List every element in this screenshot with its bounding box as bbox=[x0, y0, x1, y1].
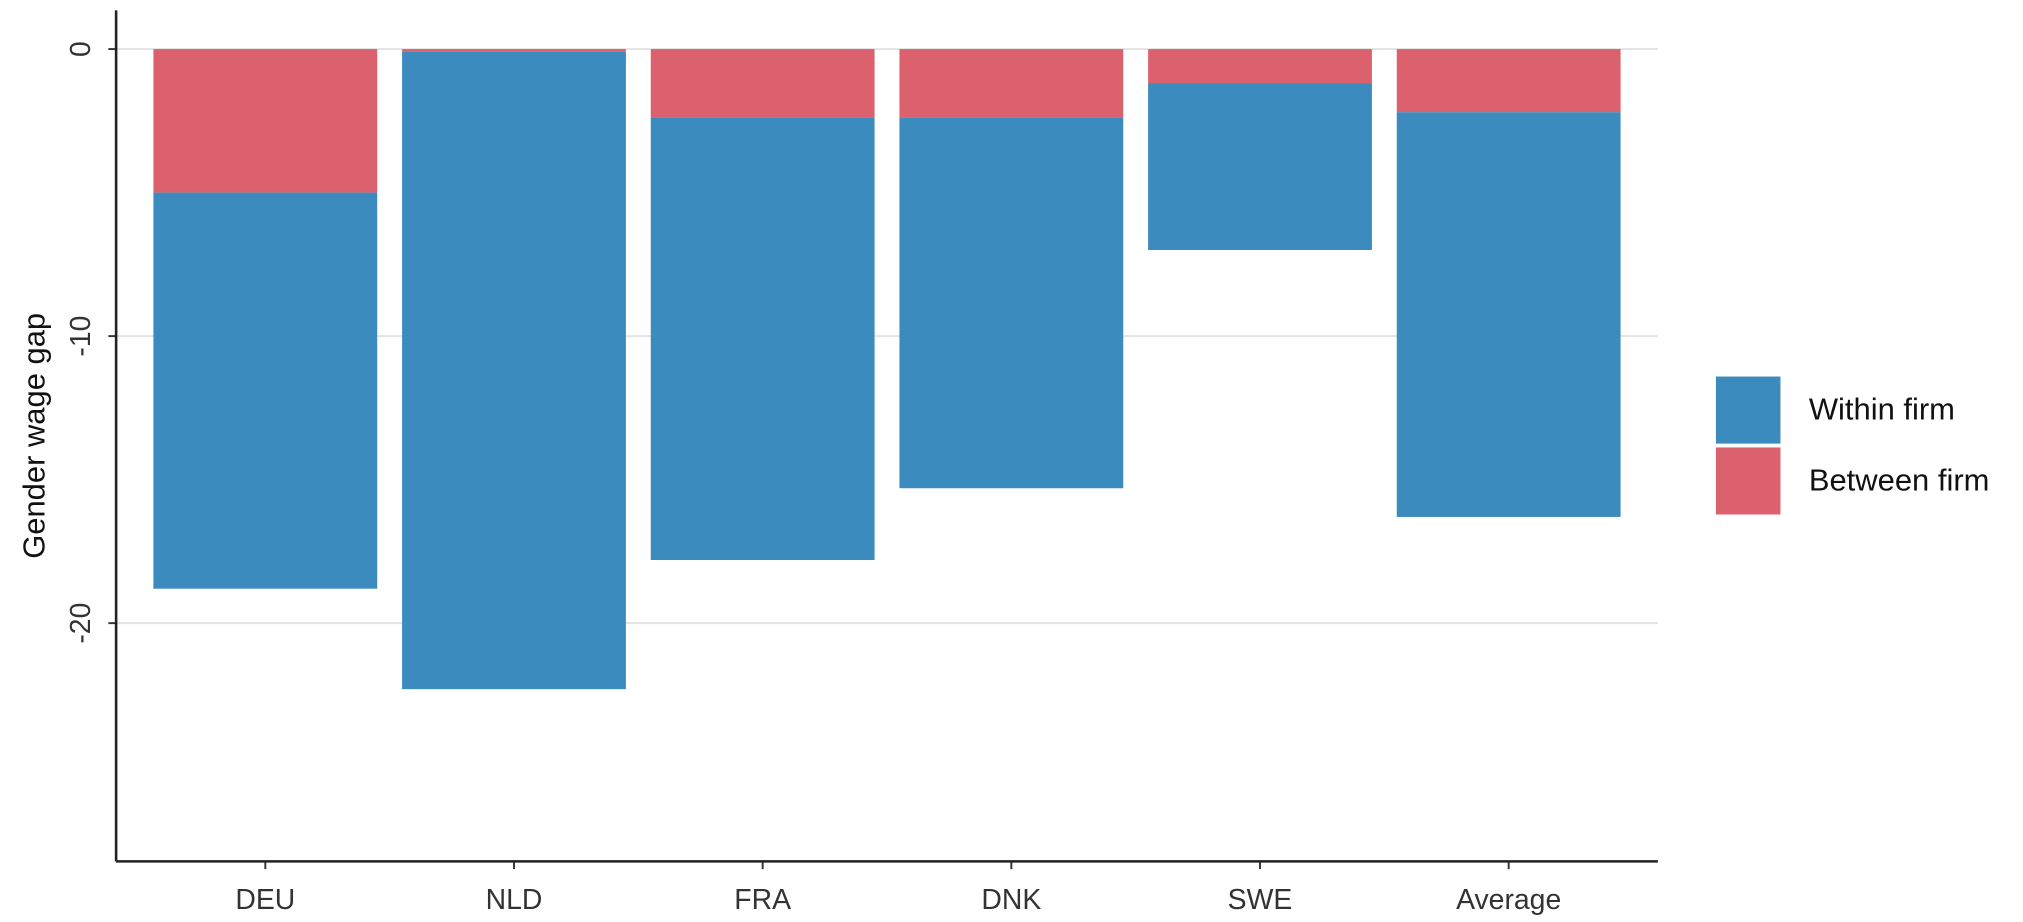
x-tick-label: DEU bbox=[235, 884, 295, 916]
bar-segment bbox=[1148, 49, 1372, 84]
legend-swatch bbox=[1715, 447, 1781, 515]
x-tick-label: FRA bbox=[734, 884, 791, 916]
bar-segment bbox=[899, 49, 1124, 118]
bar-segment bbox=[153, 49, 378, 193]
legend-label: Within firm bbox=[1809, 392, 1955, 427]
x-tick-label: DNK bbox=[981, 884, 1041, 916]
y-tick-label: 0 bbox=[65, 41, 97, 57]
x-tick-label: Average bbox=[1456, 884, 1561, 916]
bar-segment bbox=[650, 49, 875, 118]
legend-swatch bbox=[1715, 376, 1781, 444]
y-axis-title: Gender wage gap bbox=[16, 313, 51, 559]
y-tick-label: -20 bbox=[65, 603, 97, 644]
bar-segment bbox=[402, 49, 626, 52]
x-tick-label: NLD bbox=[486, 884, 543, 916]
bar-segment bbox=[899, 117, 1124, 489]
bar-segment bbox=[1396, 49, 1621, 113]
bar-segment bbox=[650, 117, 875, 560]
bar-segment bbox=[1396, 112, 1621, 517]
x-tick-label: SWE bbox=[1228, 884, 1293, 916]
legend-label: Between firm bbox=[1809, 462, 1990, 497]
bar-segment bbox=[153, 192, 378, 589]
y-tick-label: -10 bbox=[65, 316, 97, 357]
bar-segment bbox=[1148, 83, 1372, 250]
bar-segment bbox=[402, 51, 626, 690]
